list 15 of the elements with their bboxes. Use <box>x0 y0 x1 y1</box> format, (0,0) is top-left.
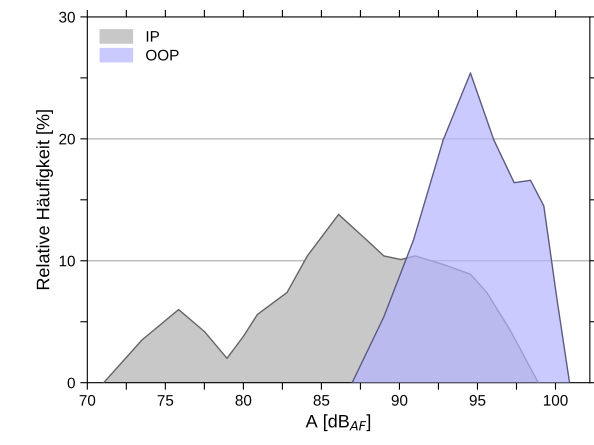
legend-label: IP <box>146 31 159 42</box>
y-axis-title: Relative Häufigkeit [%] <box>36 110 53 290</box>
x-tick-label: 100 <box>544 394 568 406</box>
x-tick-label: 95 <box>470 394 486 406</box>
y-tick-label: 30 <box>59 12 75 23</box>
y-tick-label: 0 <box>68 378 75 388</box>
x-tick-label: 70 <box>80 394 96 406</box>
x-tick-label: 75 <box>158 395 174 406</box>
legend-label: OOP <box>146 50 179 61</box>
y-tick-label: 20 <box>59 134 75 145</box>
x-tick-label: 90 <box>392 394 408 406</box>
y-tick-label: 10 <box>60 256 75 266</box>
x-tick-label: 80 <box>236 394 252 406</box>
x-axis-title: A [dB$_{AF}$] <box>306 414 370 432</box>
x-tick-label: 85 <box>314 394 330 406</box>
